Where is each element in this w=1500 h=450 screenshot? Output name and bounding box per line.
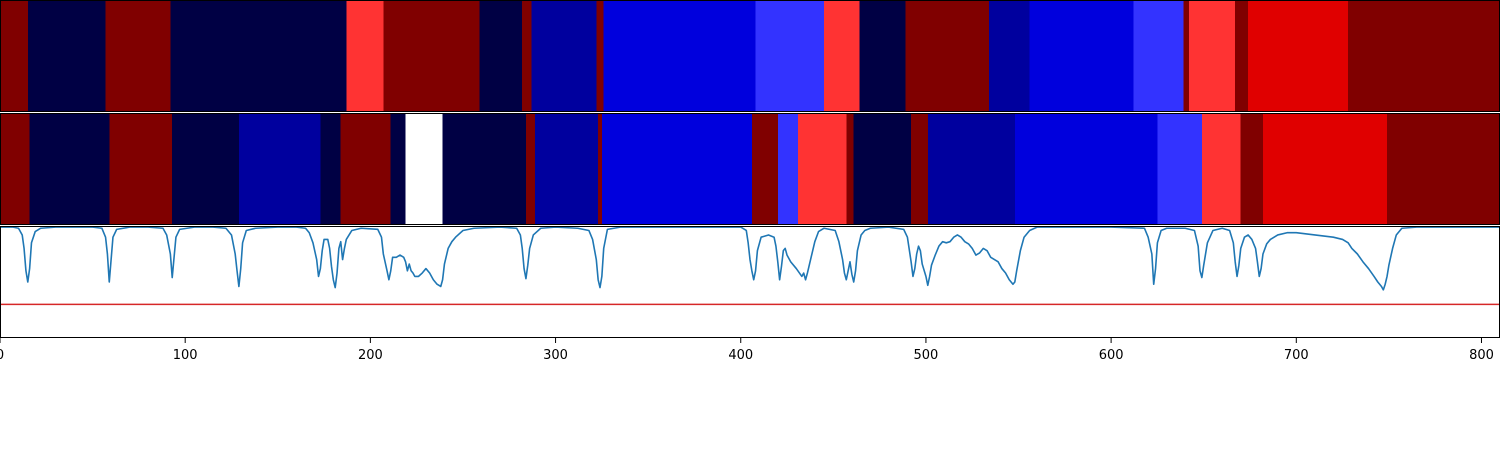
x-axis: 0 100 200 300 400 500 600 700 800: [0, 338, 1494, 363]
heatmap-segment: [1240, 113, 1263, 225]
heatmap-segment: [751, 113, 778, 225]
x-tick-label: 800: [1469, 348, 1494, 363]
heatmap-segment: [1133, 0, 1184, 112]
heatmap-segment: [1262, 113, 1388, 225]
x-tick-label: 0: [0, 348, 4, 363]
heatmap-segment: [340, 113, 391, 225]
heatmap-segment: [598, 113, 602, 225]
heatmap-segment: [170, 0, 347, 112]
x-tick-label: 400: [728, 348, 753, 363]
line-panel: [0, 226, 1500, 338]
heatmap-segment: [824, 0, 860, 112]
x-tick-label: 300: [543, 348, 568, 363]
series-line: [0, 226, 1500, 291]
heatmap-segment: [596, 0, 604, 112]
heatmap-segment: [0, 113, 30, 225]
heatmap-bottom: [0, 113, 1500, 225]
heatmap-segment: [320, 113, 341, 225]
heatmap-segment: [27, 0, 106, 112]
heatmap-segment: [755, 0, 825, 112]
heatmap-segment: [1387, 113, 1500, 225]
heatmap-segment: [911, 113, 928, 225]
heatmap-segment: [1157, 113, 1202, 225]
x-tick-label: 100: [173, 348, 198, 363]
heatmap-segment: [853, 113, 912, 225]
x-tick-label: 200: [358, 348, 383, 363]
heatmap-segment: [390, 113, 406, 225]
heatmap-segment: [109, 113, 173, 225]
heatmap-segment: [905, 0, 989, 112]
heatmap-segment: [1235, 0, 1249, 112]
heatmap-segment: [525, 113, 536, 225]
x-tick-label: 700: [1284, 348, 1309, 363]
heatmap-segment: [238, 113, 321, 225]
heatmap-segment: [172, 113, 239, 225]
heatmap-segment: [105, 0, 171, 112]
heatmap-segment: [777, 113, 799, 225]
x-tick-label: 500: [914, 348, 939, 363]
heatmap-segment: [1029, 0, 1134, 112]
panel-frame: [0, 226, 1500, 338]
heatmap-segment: [859, 0, 906, 112]
heatmap-segment: [846, 113, 854, 225]
heatmap-segment: [535, 113, 599, 225]
heatmap-segment: [29, 113, 110, 225]
heatmap-segment: [442, 113, 526, 225]
heatmap-segment: [531, 0, 597, 112]
x-tick-label: 600: [1099, 348, 1124, 363]
heatmap-top: [0, 0, 1500, 112]
heatmap-segment: [0, 0, 28, 112]
heatmap-segment: [1348, 0, 1500, 112]
heatmap-segment: [798, 113, 847, 225]
heatmap-segment: [1201, 113, 1241, 225]
heatmap-segment: [383, 0, 480, 112]
heatmap-segment: [603, 0, 756, 112]
heatmap-segment: [927, 113, 1015, 225]
heatmap-segment: [1188, 0, 1236, 112]
heatmap-segment: [1183, 0, 1189, 112]
heatmap-segment: [522, 0, 532, 112]
heatmap-segment: [988, 0, 1030, 112]
heatmap-segment: [601, 113, 752, 225]
heatmap-segment: [346, 0, 384, 112]
heatmap-segment: [479, 0, 523, 112]
heatmap-segment: [1014, 113, 1158, 225]
heatmap-segment: [405, 113, 443, 225]
heatmap-segment: [1248, 0, 1349, 112]
